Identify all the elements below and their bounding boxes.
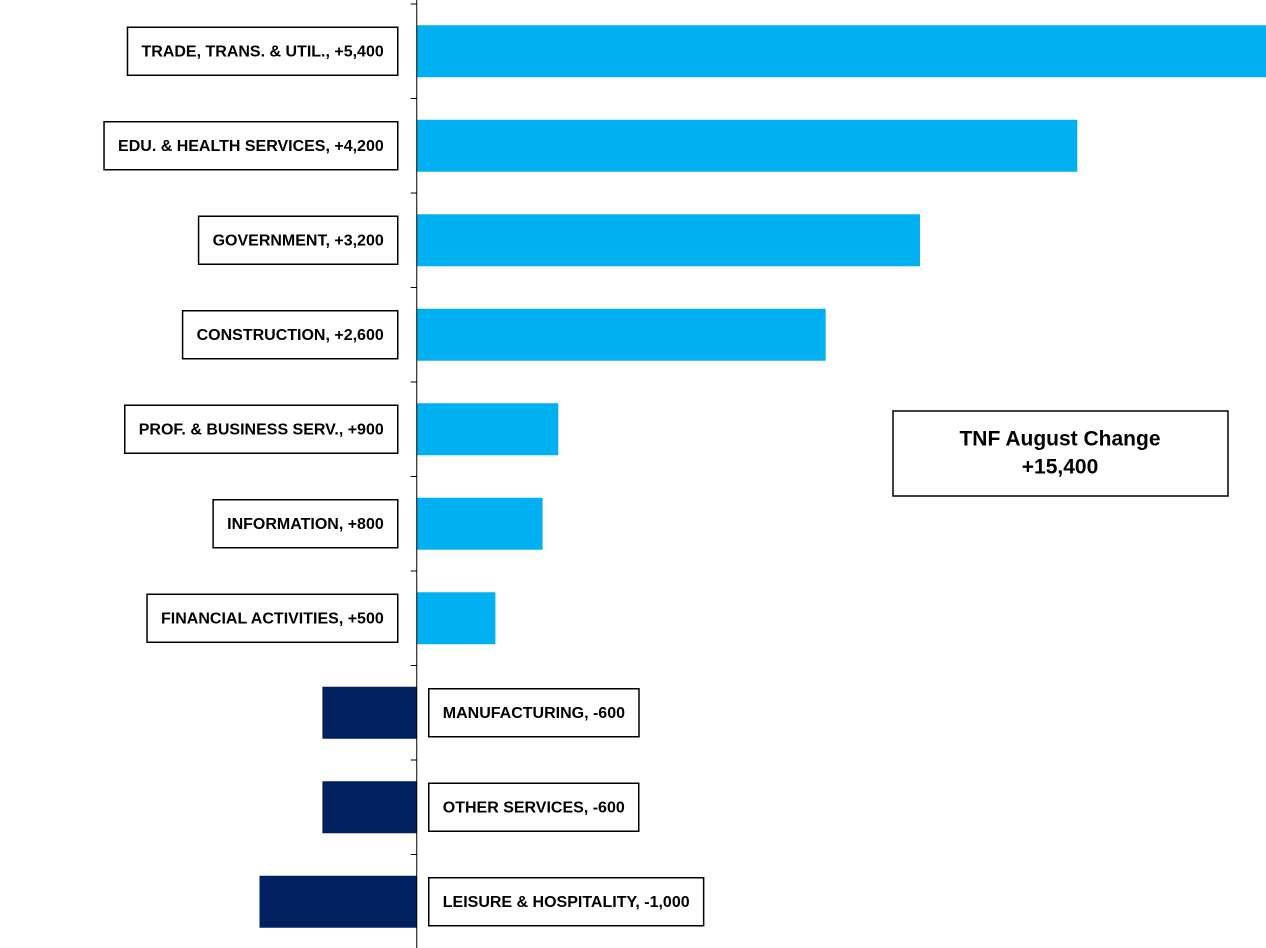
bar bbox=[259, 875, 417, 928]
label-box bbox=[212, 499, 399, 549]
bar bbox=[416, 308, 826, 361]
category-label: FINANCIAL ACTIVITIES, +500 bbox=[161, 610, 384, 627]
label-box bbox=[428, 877, 705, 927]
category-label: TRADE, TRANS. & UTIL., +5,400 bbox=[141, 43, 383, 60]
label-box bbox=[197, 215, 399, 265]
category-label: MANUFACTURING, -600 bbox=[443, 705, 625, 722]
label-box bbox=[428, 782, 640, 832]
label-box bbox=[146, 593, 399, 643]
label-box bbox=[126, 26, 399, 76]
bar bbox=[416, 403, 559, 456]
category-label: EDU. & HEALTH SERVICES, +4,200 bbox=[118, 138, 384, 155]
bar bbox=[416, 497, 543, 550]
category-label: OTHER SERVICES, -600 bbox=[443, 799, 625, 816]
category-label: LEISURE & HOSPITALITY, -1,000 bbox=[443, 894, 690, 911]
bar bbox=[322, 686, 417, 739]
bar bbox=[416, 592, 496, 645]
label-box bbox=[103, 121, 399, 171]
annotation-box bbox=[892, 410, 1229, 497]
bar bbox=[416, 25, 1266, 78]
category-label: CONSTRUCTION, +2,600 bbox=[197, 327, 384, 344]
bar bbox=[322, 781, 417, 834]
category-label: INFORMATION, +800 bbox=[227, 516, 384, 533]
bar bbox=[416, 214, 921, 267]
category-label: GOVERNMENT, +3,200 bbox=[213, 232, 384, 249]
annotation-line: TNF August Change bbox=[959, 428, 1160, 451]
label-box bbox=[428, 688, 640, 738]
label-box bbox=[181, 310, 399, 360]
annotation-line: +15,400 bbox=[1022, 456, 1099, 479]
category-label: PROF. & BUSINESS SERV., +900 bbox=[139, 421, 384, 438]
bar bbox=[416, 119, 1078, 172]
label-box bbox=[124, 404, 399, 454]
